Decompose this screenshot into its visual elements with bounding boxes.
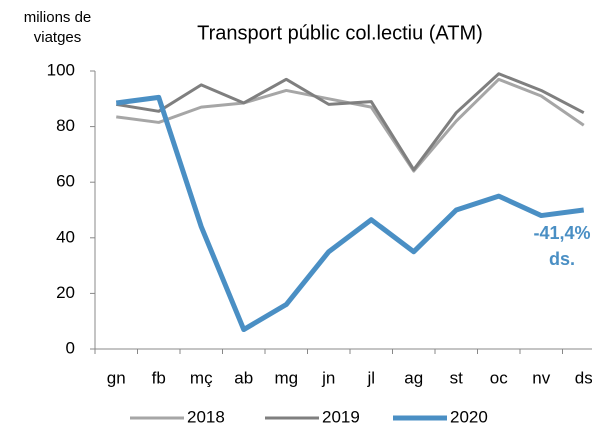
- x-tick-label: jn: [321, 368, 335, 387]
- x-tick-label: ag: [404, 368, 423, 387]
- x-tick-label: fb: [152, 368, 166, 387]
- y-tick-label: 20: [56, 283, 75, 302]
- x-tick-label: ab: [234, 368, 253, 387]
- x-tick-label: mç: [190, 368, 213, 387]
- x-tick-label: nv: [532, 368, 550, 387]
- series-line: [116, 72, 585, 172]
- annotation: -41,4% ds.: [533, 223, 591, 269]
- x-tick-label: gn: [107, 368, 126, 387]
- x-tick-label: st: [450, 368, 464, 387]
- y-axis-label: milions de viatges: [23, 9, 92, 46]
- x-tick-label: ds: [575, 368, 592, 387]
- y-tick-label: 80: [56, 116, 75, 135]
- x-tick-label: oc: [490, 368, 508, 387]
- legend-label: 2019: [322, 407, 360, 424]
- y-tick-label: 40: [56, 227, 75, 246]
- legend-label: 2018: [187, 407, 225, 424]
- chart-title: Transport públic col.lectiu (ATM): [197, 22, 483, 44]
- y-tick-label: 0: [66, 338, 75, 357]
- x-tick-label: jl: [366, 368, 375, 387]
- series-line: [115, 94, 585, 333]
- legend-label: 2020: [450, 407, 488, 424]
- y-tick-label: 100: [47, 60, 75, 79]
- y-tick-label: 60: [56, 172, 75, 191]
- x-tick-label: mg: [274, 368, 298, 387]
